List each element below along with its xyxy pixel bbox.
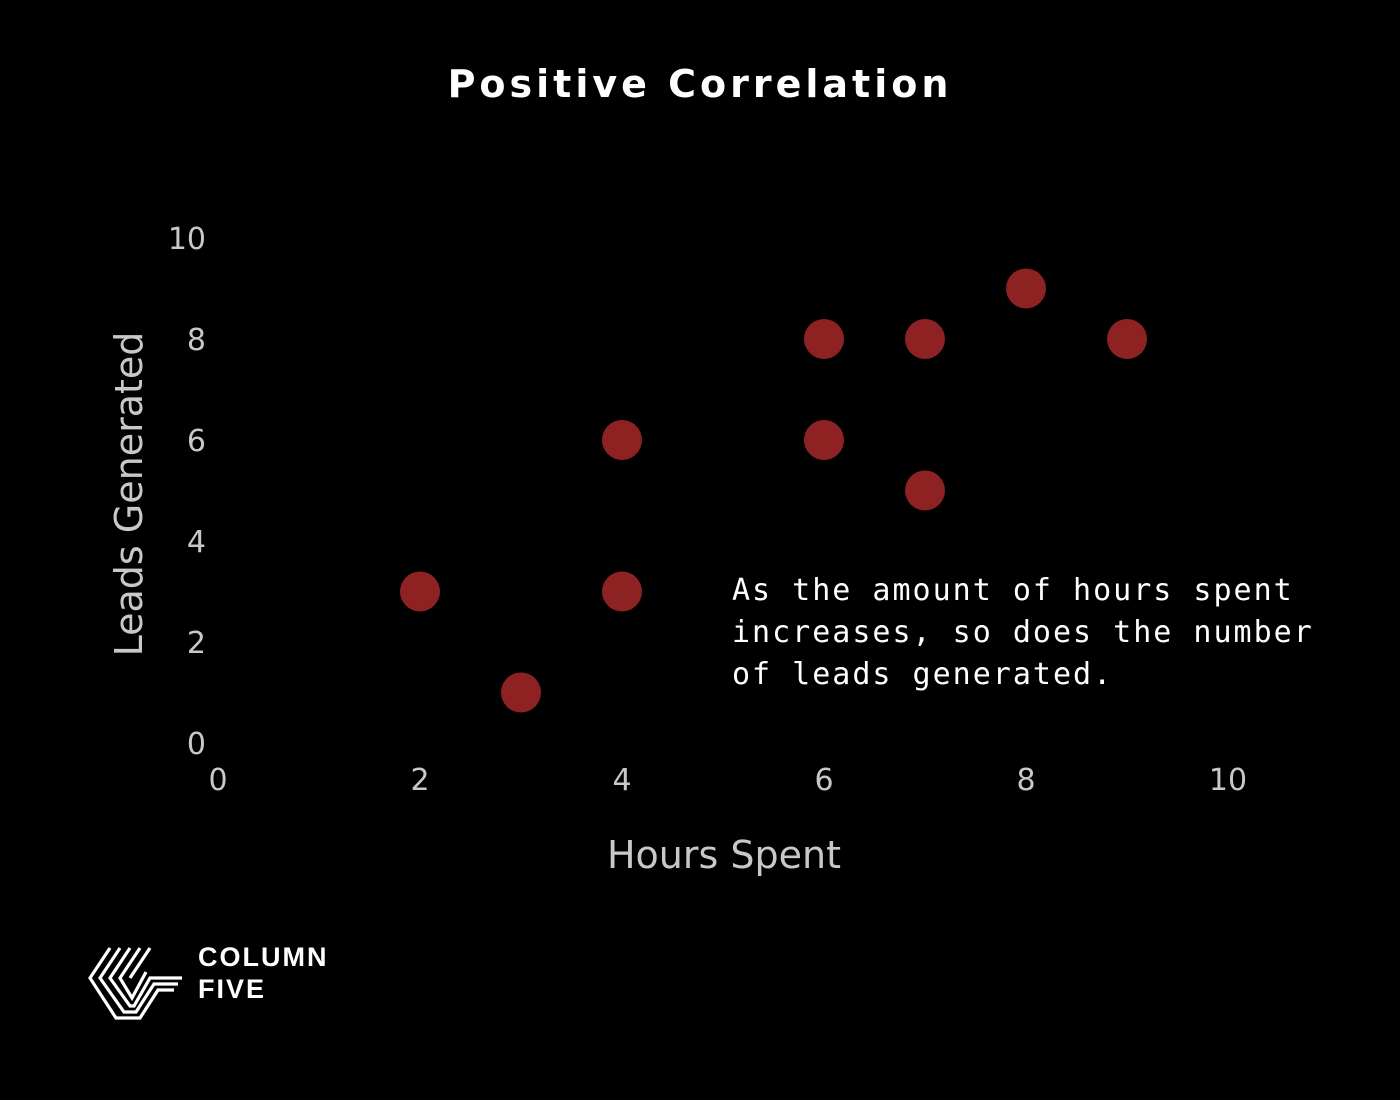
scatter-point <box>1006 268 1046 309</box>
x-tick-label: 8 <box>1016 763 1035 798</box>
scatter-point <box>905 470 945 511</box>
y-axis-label: Leads Generated <box>107 332 151 657</box>
x-tick-label: 0 <box>208 763 227 798</box>
brand-name-line-2: FIVE <box>198 974 267 1004</box>
y-tick-label: 10 <box>168 222 206 257</box>
scatter-point <box>602 420 642 460</box>
y-tick-label: 0 <box>187 727 206 762</box>
y-tick-label: 8 <box>187 323 206 358</box>
data-points <box>400 268 1147 713</box>
y-tick-label: 2 <box>187 626 206 661</box>
scatter-point <box>804 319 844 359</box>
x-tick-label: 6 <box>814 763 833 798</box>
scatter-point <box>400 571 440 612</box>
y-axis-ticks: 0 2 4 6 8 10 <box>168 222 206 762</box>
column-five-logo-icon <box>88 947 182 1020</box>
scatter-point <box>501 672 541 713</box>
chart-annotation: As the amount of hours spent increases, … <box>732 573 1314 692</box>
scatter-point <box>602 571 642 612</box>
brand-logo: COLUMN FIVE <box>88 940 348 1030</box>
brand-name-line-1: COLUMN <box>198 942 329 972</box>
scatter-point <box>1107 319 1147 359</box>
chart-title: Positive Correlation <box>447 62 953 106</box>
y-tick-label: 6 <box>187 424 206 459</box>
x-tick-label: 2 <box>410 763 429 798</box>
x-tick-label: 4 <box>612 763 631 798</box>
scatter-point <box>905 319 945 359</box>
x-tick-label: 10 <box>1209 763 1247 798</box>
x-axis-ticks: 0 2 4 6 8 10 <box>208 763 1247 798</box>
x-axis-label: Hours Spent <box>607 833 841 877</box>
scatter-point <box>804 420 844 460</box>
y-tick-label: 4 <box>187 525 206 560</box>
